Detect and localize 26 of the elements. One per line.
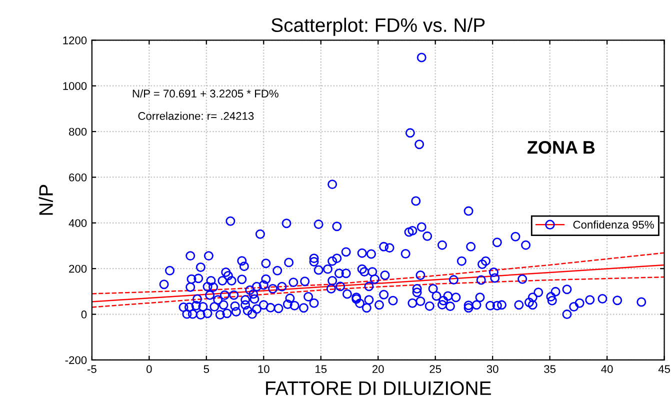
y-tick-label: -200 [65, 356, 87, 364]
annotation: Correlazione: r= .24213 [138, 112, 254, 120]
x-tick-label: 35 [544, 365, 556, 374]
x-tick-label: -5 [87, 365, 96, 374]
legend-label: Confidenza 95% [573, 220, 654, 229]
y-tick-label: 800 [69, 128, 87, 136]
x-tick-label: 0 [146, 365, 152, 374]
x-tick-label: 30 [486, 365, 498, 374]
y-tick-label: 600 [69, 174, 87, 182]
x-tick-label: 40 [601, 365, 613, 374]
y-tick-label: 0 [81, 310, 87, 318]
x-tick-label: 20 [372, 365, 384, 374]
y-tick-label: 1000 [63, 82, 87, 90]
x-tick-label: 25 [430, 365, 442, 374]
y-axis-title: N/P [38, 184, 53, 215]
chart-title: Scatterplot: FD% vs. N/P [271, 18, 485, 36]
x-axis-title: FATTORE DI DILUIZIONE [266, 381, 491, 396]
y-tick-label: 1200 [63, 36, 87, 44]
annotation: ZONA B [527, 140, 595, 154]
x-tick-label: 10 [258, 365, 270, 374]
x-tick-label: 15 [316, 365, 327, 374]
x-tick-label: 5 [204, 365, 210, 374]
y-tick-label: 200 [69, 264, 87, 273]
y-tick-label: 400 [68, 219, 87, 228]
annotation: N/P = 70.691 + 3.2205 * FD% [132, 89, 278, 98]
x-tick-label: 45 [658, 365, 670, 374]
